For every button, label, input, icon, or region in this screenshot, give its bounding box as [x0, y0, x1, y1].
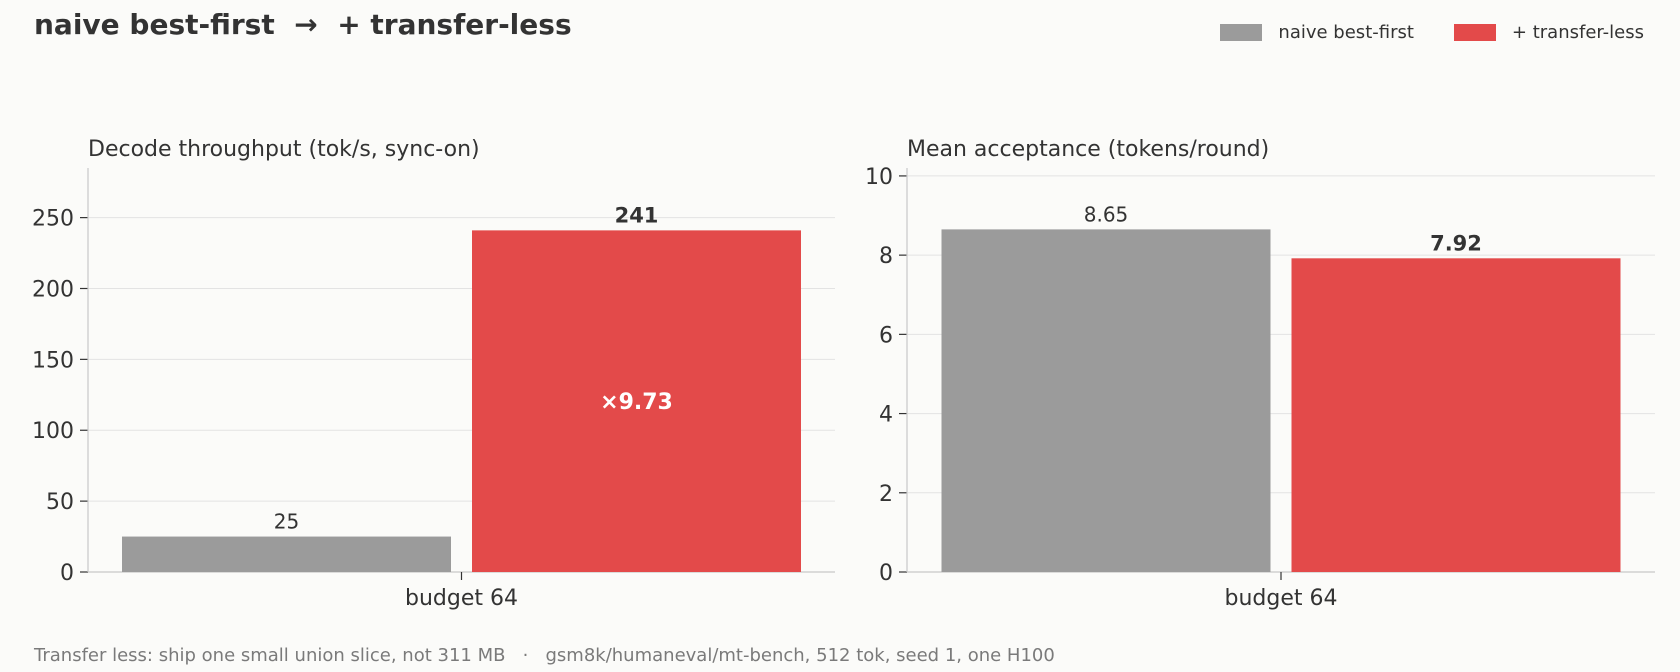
- legend: naive best-first + transfer-less: [1180, 22, 1644, 43]
- panel2-value-label-transfer-less: 7.92: [1430, 231, 1482, 255]
- panel1-bar-transfer-less: [472, 230, 801, 572]
- panel2-title: Mean acceptance (tokens/round): [907, 137, 1269, 162]
- page-title: naive best-first → + transfer-less: [34, 8, 572, 41]
- panel1-title: Decode throughput (tok/s, sync-on): [88, 137, 480, 162]
- legend-item-transfer-less: + transfer-less: [1453, 22, 1644, 43]
- panel1-ytick-label: 100: [32, 419, 74, 444]
- panel2-ytick-label: 0: [879, 561, 893, 586]
- panel2-ytick-label: 10: [865, 165, 893, 190]
- panel1-ytick-label: 0: [60, 561, 74, 586]
- panel2-category-label: budget 64: [1225, 586, 1338, 611]
- panel2-ytick-label: 6: [879, 323, 893, 348]
- panel1-ytick-label: 250: [32, 207, 74, 232]
- panel2-bar-transfer-less: [1291, 258, 1621, 572]
- panel1-ratio-label: ×9.73: [600, 390, 673, 415]
- panel1-value-label-naive: 25: [274, 510, 299, 534]
- panel1-value-label-transfer-less: 241: [615, 203, 659, 227]
- legend-label-naive: naive best-first: [1278, 22, 1414, 43]
- panel1-ytick-label: 150: [32, 348, 74, 373]
- footer-note: Transfer less: ship one small union slic…: [34, 645, 1055, 666]
- legend-swatch-transfer-less: [1453, 24, 1496, 41]
- panel1-ytick-label: 200: [32, 277, 74, 302]
- panel2-ytick-label: 8: [879, 244, 893, 269]
- panel2-value-label-naive: 8.65: [1084, 202, 1129, 226]
- panel1-bar-naive: [122, 536, 451, 572]
- panel1-category-label: budget 64: [405, 586, 518, 611]
- panel2-bar-naive: [941, 229, 1271, 572]
- legend-item-naive: naive best-first: [1220, 22, 1414, 43]
- panel2-ytick-label: 4: [879, 403, 893, 428]
- legend-label-transfer-less: + transfer-less: [1511, 22, 1644, 43]
- panel1-ytick-label: 50: [46, 490, 74, 515]
- legend-swatch-naive: [1220, 24, 1263, 41]
- panel2-ytick-label: 2: [879, 482, 893, 507]
